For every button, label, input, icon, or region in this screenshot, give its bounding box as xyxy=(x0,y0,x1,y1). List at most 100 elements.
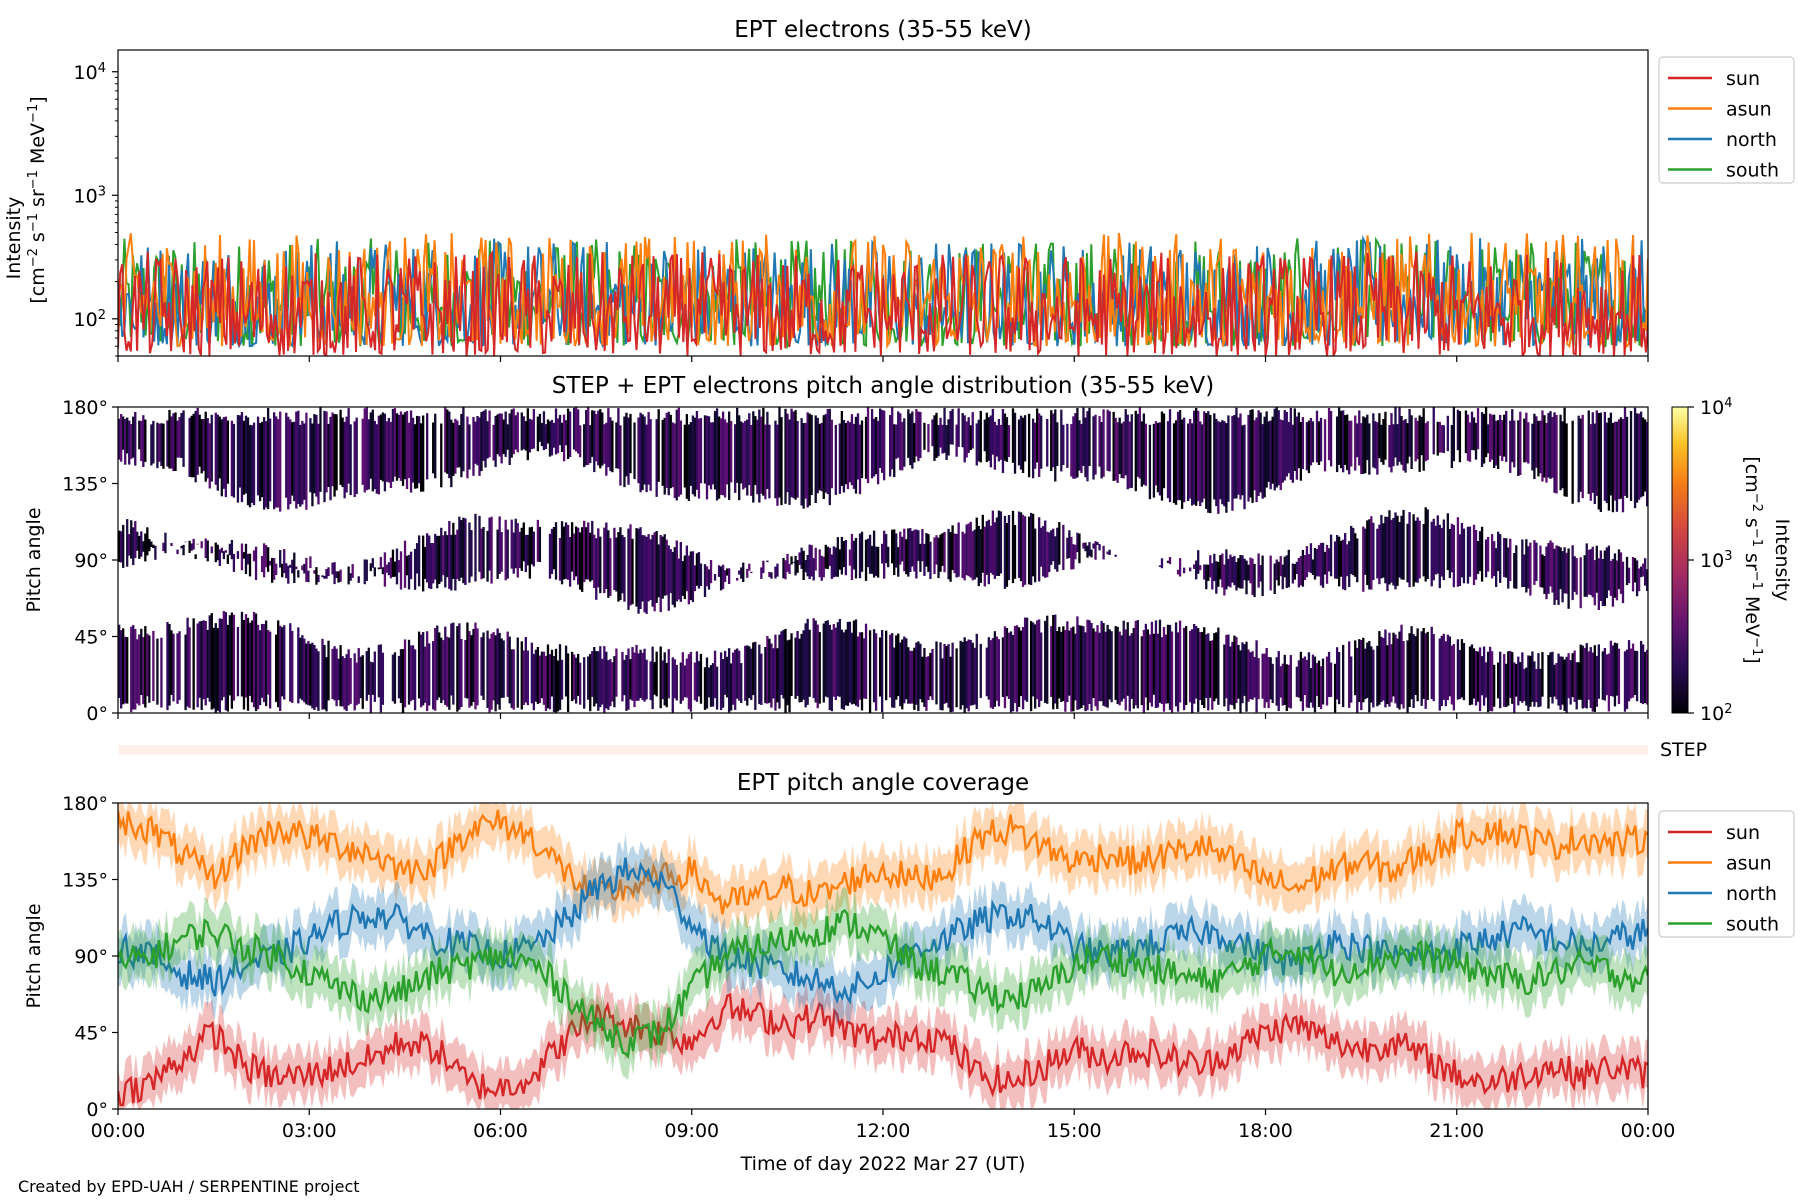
heatmap-cell xyxy=(264,545,268,568)
heatmap-cell xyxy=(623,659,626,696)
heatmap-cell xyxy=(204,538,207,558)
heatmap-cell xyxy=(653,662,656,695)
heatmap-cell xyxy=(206,540,209,562)
heatmap-cell xyxy=(1384,411,1387,460)
heatmap-cell xyxy=(1128,421,1131,489)
heatmap-cell xyxy=(1366,520,1369,586)
heatmap-cell xyxy=(1021,627,1025,710)
heatmap-cell xyxy=(1040,632,1043,701)
heatmap-cell xyxy=(444,626,447,705)
heatmap-cell xyxy=(1052,615,1055,710)
heatmap-cell xyxy=(866,538,870,568)
heatmap-cell xyxy=(526,408,529,461)
heatmap-cell xyxy=(1621,561,1625,604)
heatmap-cell xyxy=(1120,635,1123,702)
heatmap-cell xyxy=(1480,526,1484,582)
heatmap-cell xyxy=(1458,650,1462,699)
heatmap-cell xyxy=(536,416,540,452)
heatmap-cell xyxy=(1237,645,1240,699)
heatmap-cell xyxy=(647,534,650,602)
heatmap-cell xyxy=(1456,639,1460,700)
heatmap-cell xyxy=(689,551,693,601)
heatmap-cell xyxy=(1309,543,1313,573)
heatmap-cell xyxy=(738,415,741,501)
heatmap-cell xyxy=(417,416,421,484)
heatmap-cell xyxy=(252,611,256,708)
heatmap-cell xyxy=(532,653,536,711)
heatmap-cell xyxy=(911,650,914,704)
y-tick-label: 90° xyxy=(74,550,108,572)
heatmap-cell xyxy=(923,648,926,707)
panel2-x-ticks xyxy=(117,713,1649,719)
heatmap-cell xyxy=(734,649,737,710)
heatmap-cell xyxy=(381,412,385,482)
heatmap-cell xyxy=(754,416,757,486)
heatmap-cell xyxy=(222,417,225,489)
heatmap-cell xyxy=(520,527,523,571)
heatmap-cell xyxy=(403,639,407,708)
heatmap-cell xyxy=(1223,564,1226,596)
heatmap-cell xyxy=(1005,417,1009,462)
heatmap-cell xyxy=(1251,409,1254,503)
heatmap-cell xyxy=(208,615,211,702)
heatmap-cell xyxy=(1539,668,1542,707)
heatmap-cell xyxy=(1160,558,1164,569)
heatmap-cell xyxy=(850,533,854,580)
heatmap-cell xyxy=(154,545,157,560)
heatmap-cell xyxy=(365,559,368,582)
heatmap-cell xyxy=(645,659,648,700)
heatmap-cell xyxy=(679,662,682,704)
legend-box xyxy=(1658,810,1795,938)
heatmap-cell xyxy=(343,421,346,499)
heatmap-cell xyxy=(230,612,234,709)
heatmap-cell xyxy=(540,651,544,699)
heatmap-cell xyxy=(621,651,624,702)
heatmap-cell xyxy=(1499,534,1502,583)
heatmap-cell xyxy=(903,418,906,467)
heatmap-cell xyxy=(488,638,491,713)
heatmap-cell xyxy=(1243,644,1246,696)
heatmap-cell xyxy=(144,419,147,462)
heatmap-cell xyxy=(987,519,990,585)
heatmap-cell xyxy=(377,567,381,570)
panel1-ylabel-line1: Intensity xyxy=(3,197,25,280)
heatmap-cell xyxy=(1070,536,1073,570)
heatmap-cell xyxy=(1476,651,1480,702)
heatmap-cell xyxy=(409,410,413,493)
heatmap-cell xyxy=(1418,520,1421,579)
heatmap-cell xyxy=(941,533,944,566)
heatmap-cell xyxy=(597,651,600,711)
heatmap-cell xyxy=(1019,630,1023,697)
heatmap-cell xyxy=(1410,415,1413,469)
heatmap-cell xyxy=(637,417,640,484)
heatmap-cell xyxy=(804,422,807,499)
heatmap-cell xyxy=(957,408,960,447)
heatmap-cell xyxy=(723,650,727,695)
heatmap-cell xyxy=(1142,630,1146,713)
heatmap-cell xyxy=(490,633,493,710)
heatmap-cell xyxy=(1176,632,1180,712)
heatmap-cell xyxy=(868,534,872,574)
heatmap-cell xyxy=(212,627,215,709)
heatmap-cell xyxy=(1323,551,1327,575)
x-tick-label: 06:00 xyxy=(473,1120,528,1142)
heatmap-cell xyxy=(1374,421,1377,469)
heatmap-cell xyxy=(1217,561,1220,587)
heatmap-cell xyxy=(754,641,757,710)
heatmap-cell xyxy=(1044,620,1047,703)
heatmap-cell xyxy=(260,556,264,573)
heatmap-cell xyxy=(1124,629,1127,711)
heatmap-cell xyxy=(1414,417,1417,462)
heatmap-cell xyxy=(335,414,338,491)
heatmap-cell xyxy=(1350,420,1353,467)
heatmap-cell xyxy=(353,653,356,711)
heatmap-cell xyxy=(1019,512,1023,582)
heatmap-cell xyxy=(844,540,848,576)
heatmap-cell xyxy=(1239,413,1242,500)
heatmap-cell xyxy=(780,631,783,695)
heatmap-cell xyxy=(130,520,133,559)
heatmap-cell xyxy=(589,532,592,582)
heatmap-cell xyxy=(436,625,439,701)
heatmap-cell xyxy=(1412,634,1415,708)
